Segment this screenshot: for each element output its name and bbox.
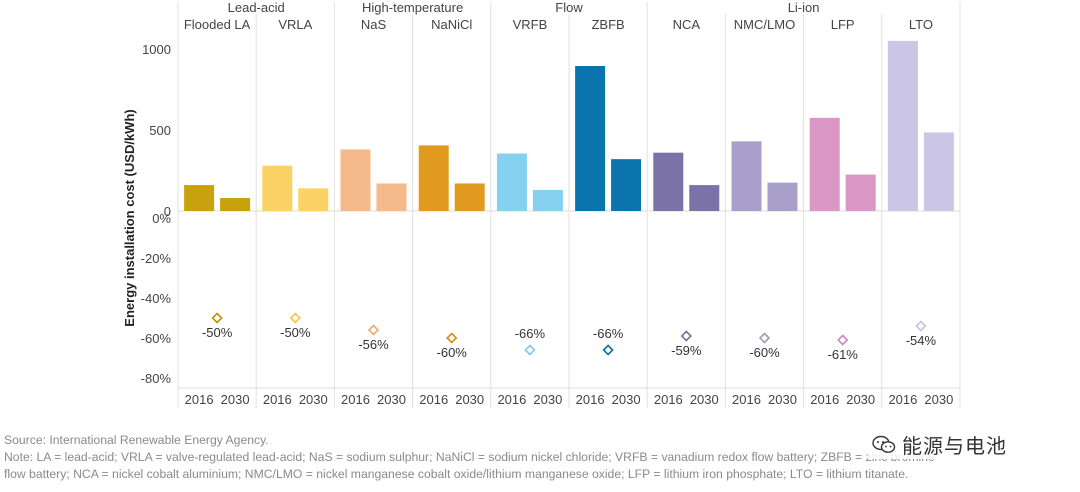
bar-2016 [418, 145, 449, 211]
year-label: 2016 [732, 392, 761, 407]
bar-2016 [731, 141, 762, 211]
year-label: 2030 [377, 392, 406, 407]
change-marker [602, 344, 614, 356]
change-label: -56% [358, 337, 389, 352]
change-label: -66% [515, 326, 546, 341]
year-label: 2030 [846, 392, 875, 407]
change-marker [211, 312, 223, 324]
watermark-text: 能源与电池 [902, 436, 1007, 458]
change-label: -61% [828, 347, 859, 362]
change-tick-label: -20% [141, 251, 172, 266]
change-tick-label: -60% [141, 331, 172, 346]
cost-tick-label: 500 [149, 123, 171, 138]
wechat-icon [872, 435, 896, 453]
technology-label: VRLA [278, 17, 312, 32]
change-marker [915, 320, 927, 332]
abbreviation-note-line-1: Note: LA = lead-acid; VRLA = valve-regul… [4, 450, 935, 464]
bar-2030 [767, 182, 798, 211]
group-label: Flow [555, 0, 583, 15]
bar-2030 [845, 174, 876, 211]
bar-2016 [340, 149, 371, 211]
chart-notes: Source: International Renewable Energy A… [4, 432, 1080, 483]
bar-2030 [376, 183, 407, 211]
bar-2016 [496, 153, 527, 211]
bar-2016 [809, 117, 840, 211]
change-label: -66% [593, 326, 624, 341]
year-label: 2016 [888, 392, 917, 407]
bar-2016 [184, 185, 215, 211]
year-label: 2030 [533, 392, 562, 407]
bar-2030 [454, 183, 485, 211]
y-axis-label: Energy installation cost (USD/kWh) [122, 109, 137, 326]
bar-2016 [653, 152, 684, 211]
technology-label: NaS [361, 17, 387, 32]
bar-2030 [923, 132, 954, 211]
technology-label: NCA [673, 17, 701, 32]
battery-cost-chart: Energy installation cost (USD/kWh) 1000 5… [122, 0, 961, 408]
year-label: 2030 [455, 392, 484, 407]
change-label: -60% [749, 345, 780, 360]
bar-2016 [262, 165, 293, 211]
change-marker [680, 330, 692, 342]
change-label: -54% [906, 333, 937, 348]
year-label: 2030 [690, 392, 719, 407]
bar-2030 [298, 188, 329, 211]
bar-2030 [611, 159, 642, 211]
technology-label: NaNiCl [431, 17, 472, 32]
technology-label: VRFB [513, 17, 548, 32]
change-label: -60% [437, 345, 468, 360]
year-label: 2016 [341, 392, 370, 407]
change-tick-label: -40% [141, 291, 172, 306]
change-label: -59% [671, 343, 702, 358]
year-label: 2016 [185, 392, 214, 407]
year-label: 2016 [810, 392, 839, 407]
change-marker [524, 344, 536, 356]
change-marker [289, 312, 301, 324]
change-marker [367, 324, 380, 336]
group-label: Lead-acid [228, 0, 285, 15]
technology-label: ZBFB [591, 17, 624, 32]
change-marker [446, 332, 458, 344]
abbreviation-note-line-2: flow battery; NCA = nickel cobalt alumin… [4, 467, 909, 481]
year-label: 2030 [612, 392, 641, 407]
bar-2030 [220, 198, 251, 211]
technology-label: NMC/LMO [734, 17, 795, 32]
technology-label: LTO [909, 17, 933, 32]
change-tick-label: -80% [141, 371, 172, 386]
year-label: 2030 [924, 392, 953, 407]
year-label: 2016 [576, 392, 605, 407]
change-marker [758, 332, 771, 344]
group-label: High-temperature [362, 0, 463, 15]
cost-tick-label: 1000 [142, 42, 171, 57]
year-label: 2016 [263, 392, 292, 407]
source-note: Source: International Renewable Energy A… [4, 433, 269, 447]
year-label: 2030 [299, 392, 328, 407]
watermark: 能源与电池 [868, 430, 1011, 459]
bar-2016 [575, 66, 606, 211]
technology-label: Flooded LA [184, 17, 251, 32]
year-label: 2030 [221, 392, 250, 407]
change-marker [837, 334, 849, 346]
year-label: 2030 [768, 392, 797, 407]
cost-tick-label: 0 [164, 204, 171, 219]
year-label: 2016 [419, 392, 448, 407]
change-tick-label: 0% [152, 211, 171, 226]
year-label: 2016 [654, 392, 683, 407]
change-label: -50% [280, 325, 311, 340]
group-label: Li-ion [788, 0, 820, 15]
bar-2016 [887, 40, 918, 212]
bar-2030 [689, 185, 720, 211]
bar-2030 [532, 189, 563, 211]
technology-label: LFP [831, 17, 855, 32]
change-label: -50% [202, 325, 233, 340]
year-label: 2016 [497, 392, 526, 407]
